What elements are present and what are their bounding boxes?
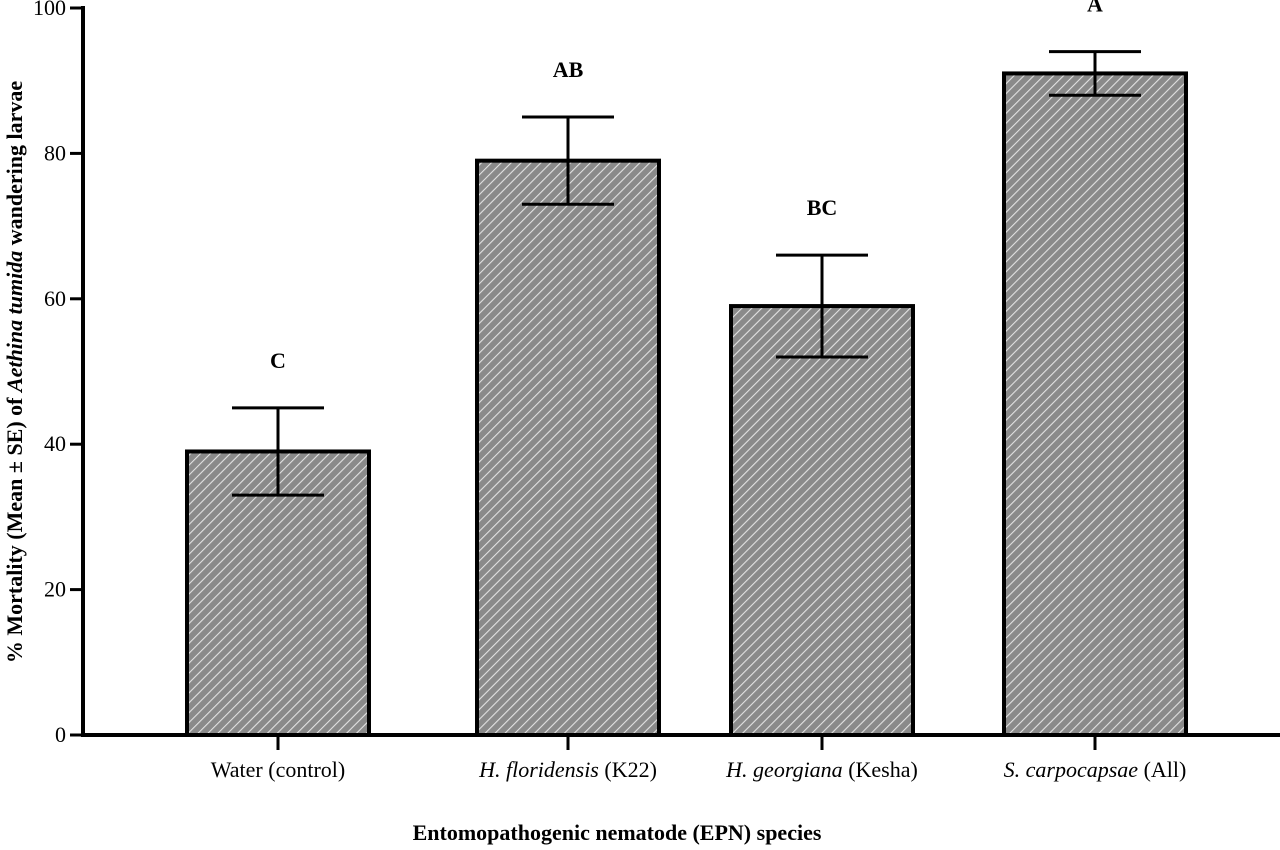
category-label: S. carpocapsae (All): [1004, 757, 1187, 782]
bar-2: BC H. georgiana (Kesha): [725, 195, 918, 782]
bar-rect: [185, 449, 371, 737]
category-label: Water (control): [211, 757, 345, 782]
y-axis-title: % Mortality (Mean ± SE) of Aethina tumid…: [2, 81, 27, 663]
significance-letter: A: [1087, 0, 1103, 17]
y-tick-label: 20: [44, 577, 66, 602]
bar-0: C Water (control): [185, 348, 371, 782]
category-label: H. floridensis (K22): [478, 757, 657, 782]
y-tick-label: 100: [33, 0, 66, 20]
significance-letter: AB: [553, 57, 584, 82]
bar-rect: [475, 158, 661, 738]
bar-rect: [1002, 71, 1188, 738]
y-tick-label: 0: [55, 722, 66, 747]
significance-letter: C: [270, 348, 286, 373]
y-tick-label: 80: [44, 140, 66, 165]
y-tick-label: 60: [44, 286, 66, 311]
bar-1: AB H. floridensis (K22): [475, 57, 661, 782]
bar-rect: [729, 304, 915, 737]
y-tick-label: 40: [44, 431, 66, 456]
significance-letter: BC: [807, 195, 838, 220]
bars-group: C Water (control) AB H. floridensis (K22) BC…: [185, 0, 1188, 782]
category-label: H. georgiana (Kesha): [725, 757, 918, 782]
y-axis: 0 20 40 60 80 100: [33, 0, 85, 747]
bar-3: A S. carpocapsae (All): [1002, 0, 1188, 782]
x-axis-title: Entomopathogenic nematode (EPN) species: [413, 820, 822, 845]
